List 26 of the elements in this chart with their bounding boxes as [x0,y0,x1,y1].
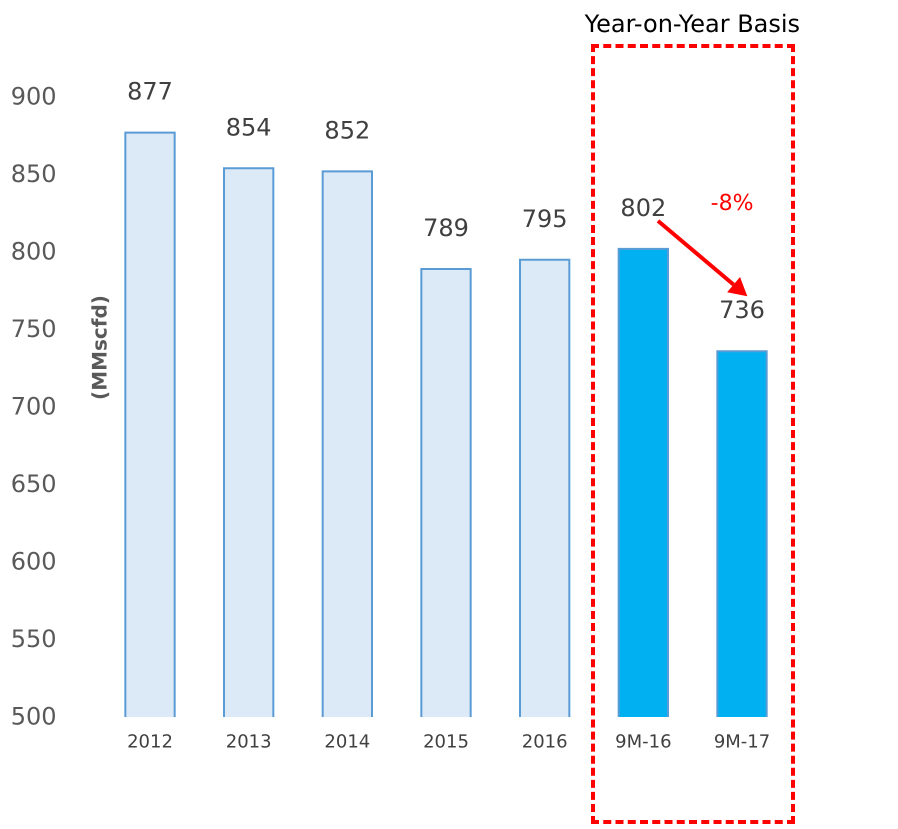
y-tick-label: 500 [10,702,56,730]
x-tick-label: 2015 [423,732,469,752]
y-tick-label: 850 [10,160,56,188]
text: Year-on-Year Basis [584,10,800,38]
data-label: 877 [127,78,173,106]
y-axis-title: (MMscfd) [88,295,112,400]
data-label: 736 [719,296,765,324]
x-tick-label: 2013 [226,732,272,752]
y-tick-label: 650 [10,470,56,498]
data-label: 854 [226,113,272,142]
y-tick-label: 900 [10,82,56,110]
x-tick-label: 9M-17 [714,732,770,752]
y-tick-label: 750 [10,315,56,343]
y-tick-label: 600 [10,548,56,576]
annotation: -8% [710,190,754,216]
data-label: 795 [522,204,568,233]
x-tick-label: 2012 [127,732,173,752]
x-tick-label: 2016 [522,732,568,752]
x-tick-label: 9M-16 [615,732,672,752]
data-label: 802 [620,194,666,222]
data-label: 852 [324,116,370,144]
data-label: 789 [423,214,469,242]
y-tick-label: 800 [10,238,56,266]
y-tick-label: 550 [10,625,56,653]
x-tick-label: 2014 [324,732,370,752]
y-tick-label: 700 [10,392,56,420]
